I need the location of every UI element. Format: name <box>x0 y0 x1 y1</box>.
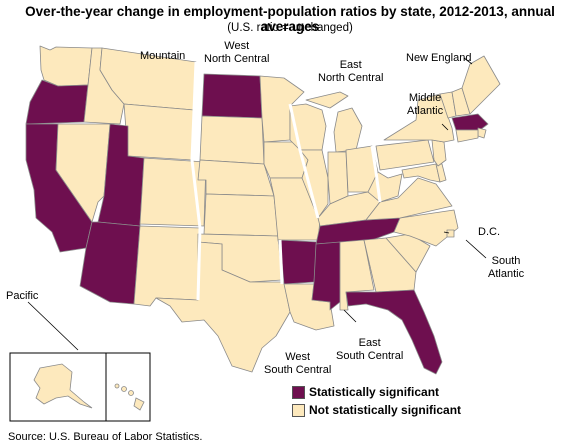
region-label-middle-atlantic: Middle Atlantic <box>407 92 444 117</box>
state-oregon <box>25 79 89 125</box>
region-label-mountain: Mountain <box>140 50 186 62</box>
state-mississippi <box>311 241 341 311</box>
alaska-hawaii-inset <box>9 352 151 422</box>
legend-swatch-significant <box>292 385 305 399</box>
region-label-south-atlantic: South Atlantic <box>488 255 525 280</box>
state-georgia <box>363 237 417 293</box>
region-label-west-south-central: West South Central <box>264 351 332 376</box>
legend-item-not-significant: Not statistically significant <box>292 401 461 419</box>
region-label-dc: D.C. <box>478 226 500 238</box>
state-new-mexico <box>133 225 201 307</box>
region-label-new-england: New England <box>406 52 472 64</box>
region-label-east-north-central: East North Central <box>318 59 384 84</box>
state-massachusetts <box>451 113 489 131</box>
state-kansas <box>203 193 279 237</box>
legend-label-not-significant: Not statistically significant <box>309 403 462 417</box>
state-maine <box>461 55 501 115</box>
region-label-pacific: Pacific <box>6 290 39 302</box>
state-dc <box>446 229 455 238</box>
leader-lines <box>27 57 487 351</box>
legend-item-significant: Statistically significant <box>292 383 461 401</box>
state-florida <box>345 289 443 375</box>
state-rhode-island <box>477 127 487 139</box>
state-arizona <box>79 221 141 305</box>
state-pennsylvania <box>375 139 435 171</box>
region-label-east-south-central: East South Central <box>336 337 404 362</box>
region-dividers <box>190 61 382 301</box>
legend-label-significant: Statistically significant <box>309 385 440 399</box>
legend-swatch-not-significant <box>292 403 305 417</box>
state-texas <box>155 241 291 373</box>
state-south-carolina <box>385 233 431 273</box>
state-south-dakota <box>199 115 265 165</box>
source-note: Source: U.S. Bureau of Labor Statistics. <box>8 431 203 443</box>
state-indiana <box>327 151 349 205</box>
state-virginia <box>365 177 453 221</box>
state-washington <box>39 45 93 87</box>
state-hawaii <box>114 383 145 411</box>
state-alaska <box>33 363 93 409</box>
state-nebraska <box>197 159 275 197</box>
state-new-york <box>383 93 455 143</box>
state-connecticut <box>455 129 479 143</box>
chart-title: Over-the-year change in employment-popul… <box>25 4 555 34</box>
region-label-west-north-central: West North Central <box>204 40 270 65</box>
state-wyoming <box>123 103 195 161</box>
state-north-dakota <box>201 73 263 119</box>
chart-subtitle: (U.S. ratio = unchanged) <box>227 22 353 34</box>
state-arkansas <box>277 239 319 285</box>
legend: Statistically significant Not statistica… <box>292 383 461 419</box>
